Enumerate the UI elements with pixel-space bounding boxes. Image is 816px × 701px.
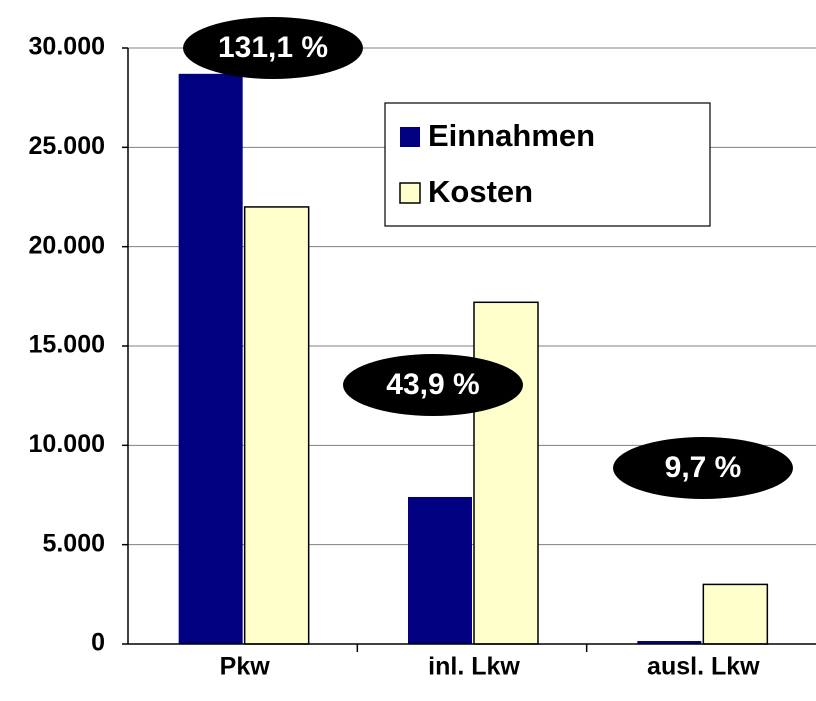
y-tick-label: 20.000 [29,231,105,259]
annotation-bubble [343,354,523,416]
y-tick-label: 30.000 [29,33,105,61]
annotation-bubble [183,17,363,79]
legend-swatch [399,182,421,204]
legend-box [384,102,711,227]
bar [473,301,539,645]
annotation-bubble [613,437,793,499]
bar [637,641,702,644]
bar [702,583,769,645]
x-tick-label: inl. Lkw [428,653,520,681]
y-tick-label: 25.000 [29,132,105,160]
bar [408,496,472,644]
bar [178,73,243,645]
legend-label: Kosten [428,174,533,209]
x-tick-label: Pkw [220,653,271,681]
legend-label: Einnahmen [428,118,595,153]
annotation: 9,7 % [665,451,742,484]
legend-swatch [400,127,420,147]
x-tick-label: ausl. Lkw [647,653,760,681]
y-tick-label: 15.000 [29,331,105,359]
y-tick-label: 5.000 [42,529,105,557]
y-tick-label: 0 [91,629,105,657]
annotation: 131,1 % [218,31,328,64]
y-tick-label: 10.000 [29,430,105,458]
bar [243,206,310,645]
annotation: 43,9 % [386,368,479,401]
